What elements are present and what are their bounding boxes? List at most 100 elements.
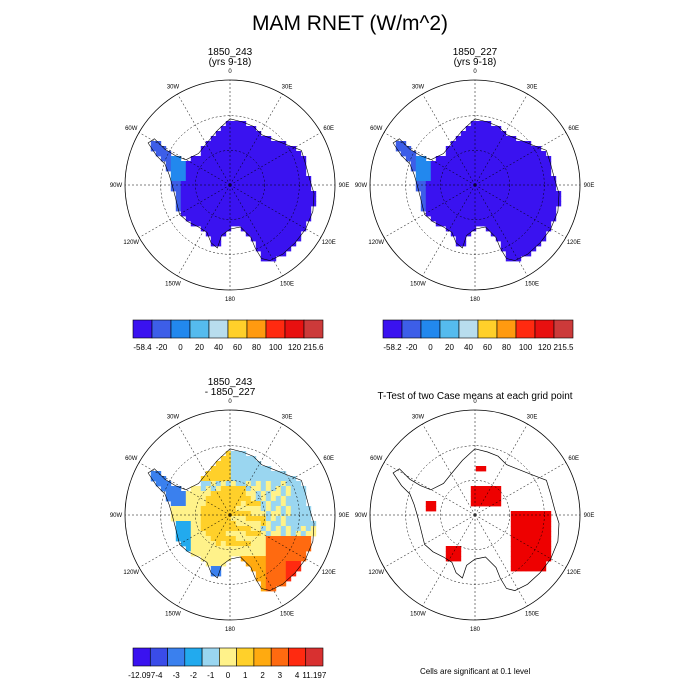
grid-cell (255, 181, 262, 187)
grid-cell (265, 536, 272, 542)
grid-cell (285, 546, 292, 552)
grid-cell (440, 206, 447, 212)
grid-cell (245, 551, 252, 557)
grid-cell (480, 486, 487, 492)
grid-cell (525, 216, 532, 222)
grid-cell (190, 526, 197, 532)
grid-cell (235, 506, 242, 512)
latitude-circle (440, 150, 510, 220)
grid-cell (215, 491, 222, 497)
grid-cell (275, 481, 282, 487)
grid-cell (295, 546, 302, 552)
grid-cell (290, 481, 297, 487)
grid-cell (305, 176, 312, 182)
grid-cell (260, 556, 267, 562)
colorbar-label: 80 (502, 343, 511, 352)
longitude-label: 150W (410, 282, 426, 288)
grid-cell (530, 196, 537, 202)
grid-cell (510, 166, 517, 172)
grid-cell (220, 506, 227, 512)
grid-cell (250, 236, 257, 242)
grid-cell (270, 231, 277, 237)
grid-cell (240, 171, 247, 177)
grid-cell (445, 551, 452, 557)
grid-cell (200, 481, 207, 487)
colorbar-box (382, 319, 403, 339)
grid-cell (305, 521, 312, 527)
grid-cell (190, 196, 197, 202)
grid-cell (425, 161, 432, 167)
grid-cell (280, 496, 287, 502)
grid-cell (280, 501, 287, 507)
grid-cell (280, 196, 287, 202)
grid-cell (260, 141, 267, 147)
grid-cell (460, 141, 467, 147)
grid-cell (205, 551, 212, 557)
grid-cell (285, 481, 292, 487)
colorbar-label: 2 (260, 671, 265, 680)
grid-cell (175, 166, 182, 172)
grid-cell (185, 161, 192, 167)
grid-cell (200, 511, 207, 517)
grid-cell (265, 141, 272, 147)
grid-cell (205, 231, 212, 237)
grid-cell (455, 151, 462, 157)
grid-cell (445, 221, 452, 227)
grid-cell (310, 521, 317, 527)
grid-cell (470, 491, 477, 497)
grid-cell (440, 166, 447, 172)
grid-cell (520, 166, 527, 172)
grid-cell (480, 191, 487, 197)
grid-cell (230, 221, 237, 227)
grid-cell (210, 551, 217, 557)
grid-cell (495, 486, 502, 492)
grid-cell (470, 206, 477, 212)
grid-cell (475, 131, 482, 137)
grid-cell (425, 191, 432, 197)
grid-cell (200, 191, 207, 197)
grid-cell (460, 161, 467, 167)
meridian-line (138, 132, 231, 186)
grid-cell (285, 556, 292, 562)
grid-cell (190, 546, 197, 552)
grid-cell (265, 531, 272, 537)
grid-cell (210, 226, 217, 232)
grid-cell (210, 566, 217, 572)
grid-cell (220, 131, 227, 137)
grid-cell (225, 161, 232, 167)
grid-cell (255, 201, 262, 207)
grid-cell (425, 206, 432, 212)
meridian-line (422, 184, 476, 277)
grid-cell (205, 561, 212, 567)
grid-cell (280, 241, 287, 247)
grid-cell (480, 201, 487, 207)
grid-cell (455, 556, 462, 562)
grid-cell (265, 191, 272, 197)
colorbar-box (305, 647, 324, 667)
grid-cell (250, 531, 257, 537)
longitude-label: 120W (368, 240, 384, 246)
grid-cell (150, 146, 157, 152)
grid-cell (440, 161, 447, 167)
grid-cell (240, 156, 247, 162)
grid-cell (255, 216, 262, 222)
grid-cell (290, 496, 297, 502)
grid-cell (235, 211, 242, 217)
grid-cell (420, 196, 427, 202)
grid-cell (490, 201, 497, 207)
grid-cell (520, 221, 527, 227)
grid-cell (480, 206, 487, 212)
grid-cell (180, 201, 187, 207)
grid-cell (525, 161, 532, 167)
grid-cell (535, 511, 542, 517)
grid-cell (300, 491, 307, 497)
grid-cell (515, 241, 522, 247)
grid-cell (250, 541, 257, 547)
panel2-title-line1: 1850_227 (452, 47, 498, 58)
grid-cell (225, 471, 232, 477)
grid-cell (225, 146, 232, 152)
grid-cell (170, 506, 177, 512)
grid-cell (450, 156, 457, 162)
colorbar-box (458, 319, 479, 339)
grid-cell (440, 171, 447, 177)
